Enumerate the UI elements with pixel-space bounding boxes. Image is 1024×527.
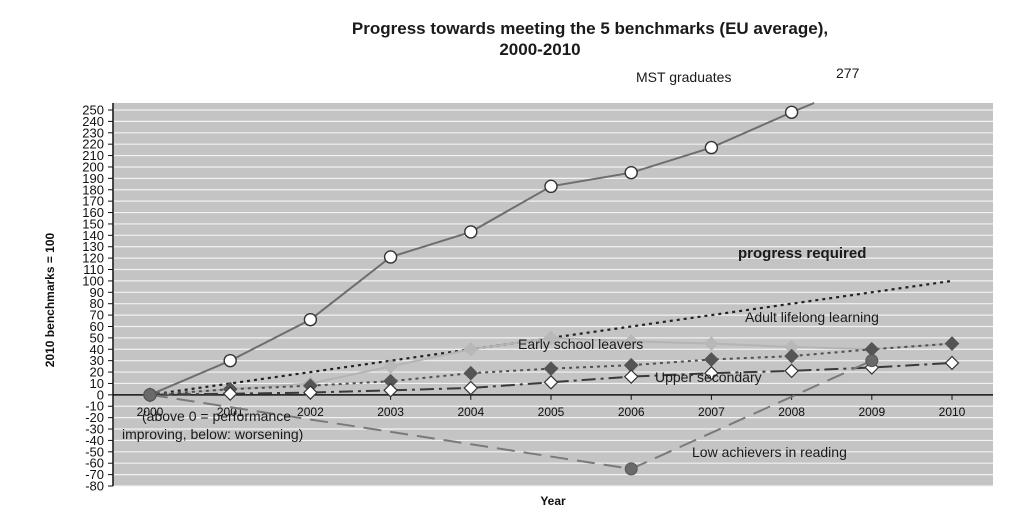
marker-early-school-leavers-8 [784,348,799,364]
y-tick-label-50: 50 [90,330,104,345]
marker-low-achievers-in-reading-2 [865,354,879,368]
chart-title-line-2: 2000-2010 [499,40,580,59]
label-early-school-leavers: Early school leavers [518,336,643,352]
y-tick-label-140: 140 [82,228,104,243]
y-tick-label-90: 90 [90,285,104,300]
x-tick-label-2006: 2006 [618,405,645,419]
y-tick-label-240: 240 [82,114,104,129]
marker-upper-secondary-7 [704,365,719,381]
y-tick-label--10: -10 [85,399,104,414]
marker-mst-graduates-5 [544,179,558,194]
marker-mst-graduates-3 [383,250,398,264]
y-tick-label-80: 80 [90,296,104,311]
y-tick-label--30: -30 [85,422,104,437]
y-tick-label-180: 180 [82,182,104,197]
note-line-2: improving, below: worsening) [122,426,303,442]
x-tick-label-2000: 2000 [137,405,164,419]
y-tick-label-20: 20 [90,365,104,380]
y-tick-label--70: -70 [85,467,104,482]
marker-adult-lifelong-learning-6 [623,333,639,349]
y-tick-label-0: 0 [97,387,104,402]
marker-mst-graduates-4 [464,225,478,239]
y-tick-label-70: 70 [90,308,104,323]
marker-upper-secondary-5 [543,374,559,390]
y-tick-label-210: 210 [82,148,104,163]
label-mst-graduates: MST graduates [636,69,731,85]
x-tick-label-2007: 2007 [698,405,725,419]
label-mst-peak-value: 277 [836,65,860,81]
y-tick-label--40: -40 [85,433,104,448]
y-axis-title: 2010 benchmarks = 100 [43,232,57,367]
x-tick-label-2008: 2008 [778,405,805,419]
y-tick-label-60: 60 [90,319,104,334]
marker-upper-secondary-6 [623,369,639,384]
label-upper-secondary: Upper secondary [655,369,762,385]
marker-early-school-leavers-10 [944,336,960,351]
y-tick-label-30: 30 [90,353,104,368]
label-low-achievers-reading: Low achievers in reading [692,444,847,460]
label-progress-required: progress required [738,245,866,262]
chart-title-line-1: Progress towards meeting the 5 benchmark… [352,19,828,38]
y-tick-label-170: 170 [82,194,104,209]
series-markers [142,105,960,476]
marker-mst-graduates-7 [704,140,719,155]
x-tick-label-2009: 2009 [858,405,885,419]
series-line-mst-graduates [149,102,815,396]
y-tick-label-100: 100 [82,273,104,288]
x-tick-label-2003: 2003 [377,405,404,419]
marker-adult-lifelong-learning-5 [543,330,559,346]
x-tick-label-2005: 2005 [538,405,565,419]
x-tick-label-2004: 2004 [457,405,484,419]
y-tick-label--20: -20 [85,410,104,425]
marker-mst-graduates-8 [784,105,799,119]
y-tick-label-120: 120 [82,251,104,266]
series-line-upper-secondary [149,361,953,396]
marker-upper-secondary-4 [463,380,479,396]
y-tick-label-220: 220 [82,137,104,152]
label-adult-lifelong-learning: Adult lifelong learning [745,309,879,325]
y-axis-ticks: 2502402302202102001901801701601501401301… [82,103,113,494]
marker-mst-graduates-1 [223,353,237,368]
y-tick-label--60: -60 [85,456,104,471]
marker-upper-secondary-1 [222,386,238,402]
x-tick-label-2002: 2002 [297,405,324,419]
marker-adult-lifelong-learning-3 [383,359,398,374]
marker-low-achievers-in-reading-0 [143,388,157,402]
marker-upper-secondary-8 [784,363,799,379]
y-tick-label-40: 40 [90,342,104,357]
y-tick-label-250: 250 [82,103,104,118]
y-tick-label-160: 160 [82,205,104,220]
x-axis-title: Year [540,494,566,508]
y-tick-label-110: 110 [83,262,104,277]
y-tick-label-190: 190 [82,171,104,186]
marker-early-school-leavers-4 [463,365,479,381]
note-line-1: (above 0 = performance [142,408,291,424]
marker-upper-secondary-3 [383,382,398,398]
y-tick-label-10: 10 [90,376,104,391]
y-tick-label--50: -50 [85,444,104,459]
marker-adult-lifelong-learning-4 [463,341,479,357]
marker-upper-secondary-10 [944,355,960,371]
y-tick-label--80: -80 [85,479,104,494]
y-tick-label-200: 200 [82,159,104,174]
y-tick-label-130: 130 [82,239,104,254]
y-tick-label-150: 150 [82,216,104,231]
x-tick-label-2010: 2010 [939,405,966,419]
y-tick-label-230: 230 [82,125,104,140]
marker-low-achievers-in-reading-1 [624,462,638,476]
series-line-progress-required [149,279,953,396]
marker-adult-lifelong-learning-7 [704,336,719,351]
marker-mst-graduates-6 [624,165,638,180]
marker-upper-secondary-2 [303,385,318,400]
marker-mst-graduates-2 [303,312,318,327]
